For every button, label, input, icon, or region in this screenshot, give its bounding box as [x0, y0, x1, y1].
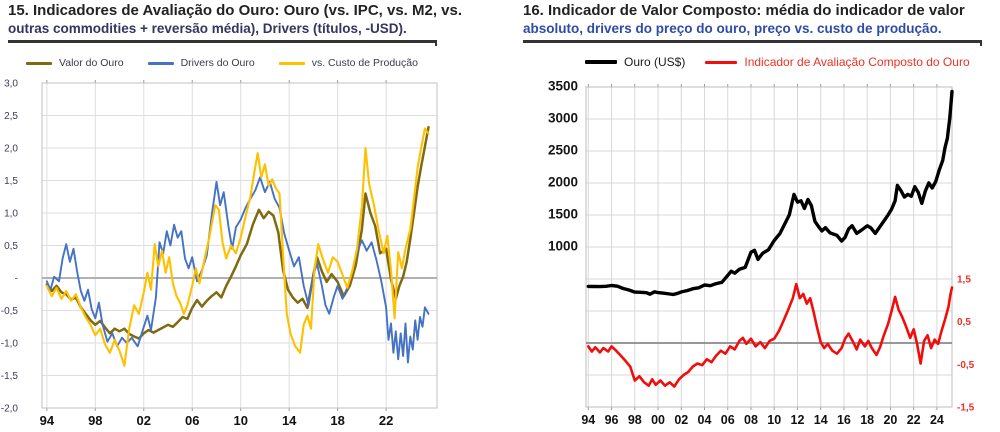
series-vs-custo-de-producao: [45, 127, 430, 367]
x-tick-label: 04: [698, 413, 712, 427]
y-tick-label: 3,0: [4, 79, 18, 90]
legend-item-ouro-usd: Ouro (US$): [585, 55, 685, 69]
y-tick-label: 2500: [548, 143, 578, 158]
x-tick-label: 18: [860, 413, 874, 427]
y-tick-label: -1,5: [1, 371, 19, 382]
chart-title-line1: 16. Indicador de Valor Composto: média d…: [523, 2, 965, 19]
chart-subtitle: absoluto, drivers do preço do ouro, preç…: [523, 21, 942, 36]
y-tick-label: 1,5: [957, 275, 971, 286]
y-tick-label: -: [15, 274, 18, 285]
x-tick-label: 94: [581, 413, 595, 427]
x-tick-label: 06: [721, 413, 735, 427]
x-tick-label: 08: [744, 413, 758, 427]
y-tick-label: -0,5: [957, 360, 975, 371]
x-tick-label: 02: [137, 413, 151, 428]
chart-title-line1: 15. Indicadores de Avaliação do Ouro: Ou…: [8, 2, 463, 19]
y-tick-label: 1,0: [4, 209, 18, 220]
legend-label-valor-do-ouro: Valor do Ouro: [59, 57, 124, 69]
x-axis-labels: 94 98 02 06 10 14 18 22: [40, 413, 394, 428]
x-tick-label: 98: [88, 413, 102, 428]
legend-right: Ouro (US$) Indicador de Avaliação Compost…: [585, 55, 970, 69]
x-tick-label: 20: [883, 413, 897, 427]
y-tick-label: 3500: [548, 79, 578, 94]
legend-label-vs-custo-de-producao: vs. Custo de Produção: [311, 57, 418, 69]
chart-svg-15: 3,0 2,5 2,0 1,5 1,0 0,5 - -0,5 -1,0 -1,5 -2,0 94 98 0…: [1, 79, 438, 428]
y-tick-label: 1500: [548, 207, 578, 222]
legend-item-indicador-composto: Indicador de Avaliação Composto do Ouro: [705, 55, 970, 69]
y-axis-labels-right: 1,5 0,5 -0,5 -1,5: [957, 275, 975, 414]
y-axis-labels-left: 3,0 2,5 2,0 1,5 1,0 0,5 - -0,5 -1,0 -1,5 -2,0: [1, 79, 19, 415]
legend-left: Valor do Ouro Drivers do Ouro vs. Custo de…: [26, 57, 418, 69]
y-tick-label: -1,0: [1, 339, 19, 350]
y-tick-label: 2,0: [4, 144, 18, 155]
legend-swatch-valor-do-ouro: [26, 61, 52, 65]
plot-border: [41, 82, 438, 409]
chart-panel-left: 15. Indicadores de Avaliação do Ouro: Ou…: [0, 0, 470, 432]
x-tick-label: 18: [330, 413, 344, 428]
x-tick-label: 00: [651, 413, 665, 427]
chart-panel-right: 16. Indicador de Valor Composto: média d…: [515, 0, 1000, 432]
legend-swatch-indicador-composto: [705, 60, 738, 64]
legend-swatch-drivers-do-ouro: [147, 61, 174, 65]
legend-swatch-ouro-usd: [585, 60, 617, 64]
y-tick-label: 2,5: [4, 111, 18, 122]
y-tick-label: 2000: [548, 175, 578, 190]
y-tick-label: 0,5: [957, 317, 971, 328]
x-tick-label: 10: [233, 413, 247, 428]
x-tick-label: 14: [814, 413, 828, 427]
series-ouro-usd: [586, 89, 954, 297]
x-axis-labels: 94 96 98 00 02 04 06 08 10 12 14 16 18 20 22 24: [581, 413, 944, 427]
chart-title-15: 15. Indicadores de Avaliação do Ouro: Ou…: [8, 2, 462, 38]
y-tick-label: 3000: [548, 111, 578, 126]
legend-label-drivers-do-ouro: Drivers do Ouro: [180, 57, 255, 69]
chart-title-16: 16. Indicador de Valor Composto: média d…: [523, 2, 965, 38]
x-tick-label: 24: [930, 413, 944, 427]
y-axis-labels-left: 3500 3000 2500 2000 1500 1000: [548, 79, 578, 254]
legend-label-ouro-usd: Ouro (US$): [624, 55, 686, 69]
y-tick-label: -2,0: [1, 404, 19, 415]
chart-subtitle: outras commodities + reversão média), Dr…: [8, 21, 407, 36]
x-tick-label: 96: [605, 413, 619, 427]
y-tick-label: 0,5: [4, 241, 18, 252]
series-valor-do-ouro: [45, 125, 430, 340]
legend-swatch-vs-custo-de-producao: [278, 61, 305, 65]
chart-svg-16: 3500300025002000150010001,50,5-0,5-1,594…: [548, 79, 975, 428]
legend-label-indicador-composto: Indicador de Avaliação Composto do Ouro: [744, 55, 970, 69]
y-tick-label: -0,5: [1, 306, 19, 317]
x-tick-label: 22: [379, 413, 393, 428]
y-tick-label: 1,5: [4, 176, 18, 187]
x-tick-label: 02: [674, 413, 688, 427]
y-tick-label: 1000: [548, 239, 578, 254]
x-tick-label: 16: [837, 413, 851, 427]
x-tick-label: 98: [628, 413, 642, 427]
x-tick-label: 94: [40, 413, 55, 428]
legend-item-valor-do-ouro: Valor do Ouro: [26, 57, 124, 69]
title-underline: [523, 40, 982, 45]
plot-border: [585, 86, 953, 408]
legend-item-vs-custo-de-producao: vs. Custo de Produção: [278, 57, 418, 69]
y-tick-label: -1,5: [957, 403, 975, 414]
legend-item-drivers-do-ouro: Drivers do Ouro: [147, 57, 255, 69]
series-indicador-composto: [587, 282, 954, 388]
x-tick-label: 14: [282, 413, 297, 428]
x-tick-label: 12: [791, 413, 805, 427]
title-underline: [8, 40, 437, 45]
x-tick-label: 10: [767, 413, 781, 427]
x-tick-label: 06: [185, 413, 199, 428]
series-drivers-do-ouro: [45, 176, 430, 364]
x-tick-label: 22: [907, 413, 921, 427]
